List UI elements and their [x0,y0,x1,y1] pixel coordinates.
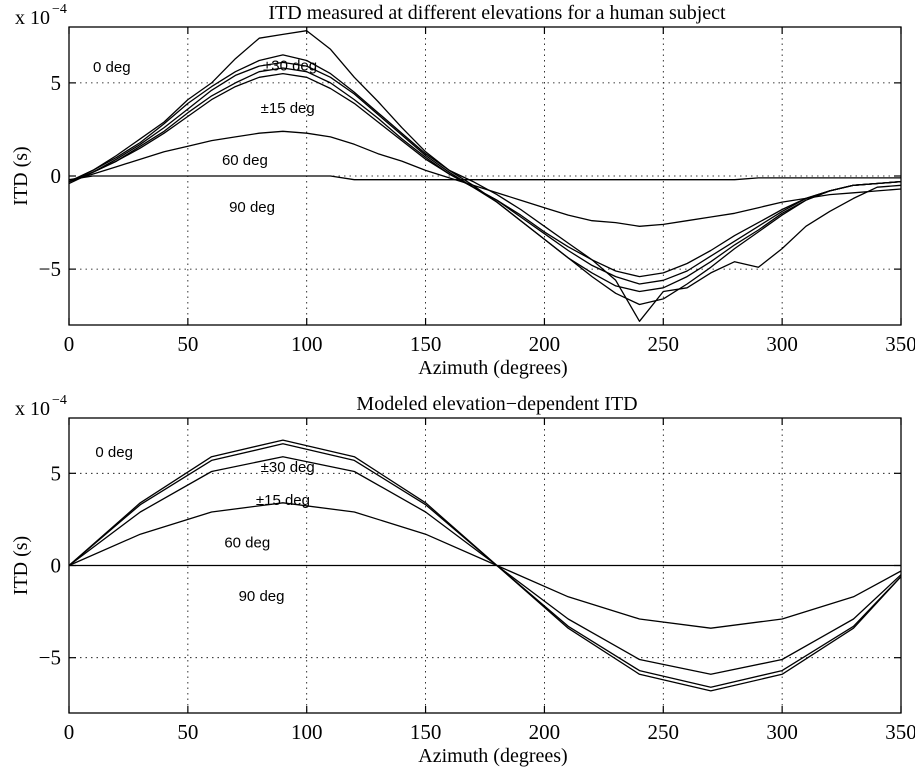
x-tick-label: 50 [177,720,198,744]
x-tick-label: 100 [291,332,323,356]
curve-annotation: 60 deg [222,152,268,169]
y-tick-label: 0 [51,554,62,578]
y-tick-label: 0 [51,164,62,188]
series-line [68,72,902,278]
curve-annotation: 0 deg [95,444,133,461]
y-tick-label: 5 [51,71,62,95]
y-axis-label: ITD (s) [10,536,32,595]
y-multiplier-exponent: −4 [52,393,67,408]
y-multiplier-exponent: −4 [52,2,67,17]
series-line [68,61,902,293]
y-multiplier: x 10 −4 [15,393,67,420]
x-tick-label: 300 [766,720,798,744]
x-tick-label: 200 [529,720,561,744]
x-tick-label: 150 [410,720,442,744]
x-tick-label: 250 [648,332,680,356]
x-tick-label: 350 [885,720,915,744]
curve-annotation: ±15 deg [256,492,310,509]
x-tick-label: 0 [64,720,75,744]
curve-annotation: 0 deg [93,59,131,76]
series-line [68,30,902,322]
x-tick-label: 50 [177,332,198,356]
chart-title: Modeled elevation−dependent ITD [356,393,637,415]
x-tick-label: 250 [648,720,680,744]
curve-annotation: ±30 deg [261,459,315,476]
x-tick-label: 100 [291,720,323,744]
y-tick-label: −5 [39,257,61,281]
x-axis-label: Azimuth (degrees) [418,745,567,767]
modeled-itd-chart: 0 50 100 150 200 250 300 350 −5 0 5 Modeled elevati… [10,393,915,767]
chart-title: ITD measured at different elevations for… [268,2,726,24]
x-tick-label: 150 [410,332,442,356]
curve-annotation: 60 deg [224,535,270,552]
y-multiplier-base: x 10 [15,7,50,29]
curve-annotation: ±15 deg [261,100,315,117]
curve-annotation: 90 deg [239,588,285,605]
y-axis-label: ITD (s) [10,146,32,205]
x-tick-label: 350 [885,332,915,356]
y-tick-label: 5 [51,461,62,485]
y-tick-label: −5 [39,646,61,670]
x-tick-label: 0 [64,332,75,356]
series-line [68,175,901,181]
curve-annotation: ±30 deg [263,57,317,74]
x-tick-label: 200 [529,332,561,356]
x-tick-label: 300 [766,332,798,356]
y-multiplier-base: x 10 [15,398,50,420]
curve-annotation: 90 deg [229,199,275,216]
series-line [68,130,902,227]
measured-itd-chart: 0 50 100 150 200 250 300 350 −5 0 5 ITD measured at… [10,2,915,379]
x-axis-label: Azimuth (degrees) [418,357,567,379]
y-multiplier: x 10 −4 [15,2,67,29]
